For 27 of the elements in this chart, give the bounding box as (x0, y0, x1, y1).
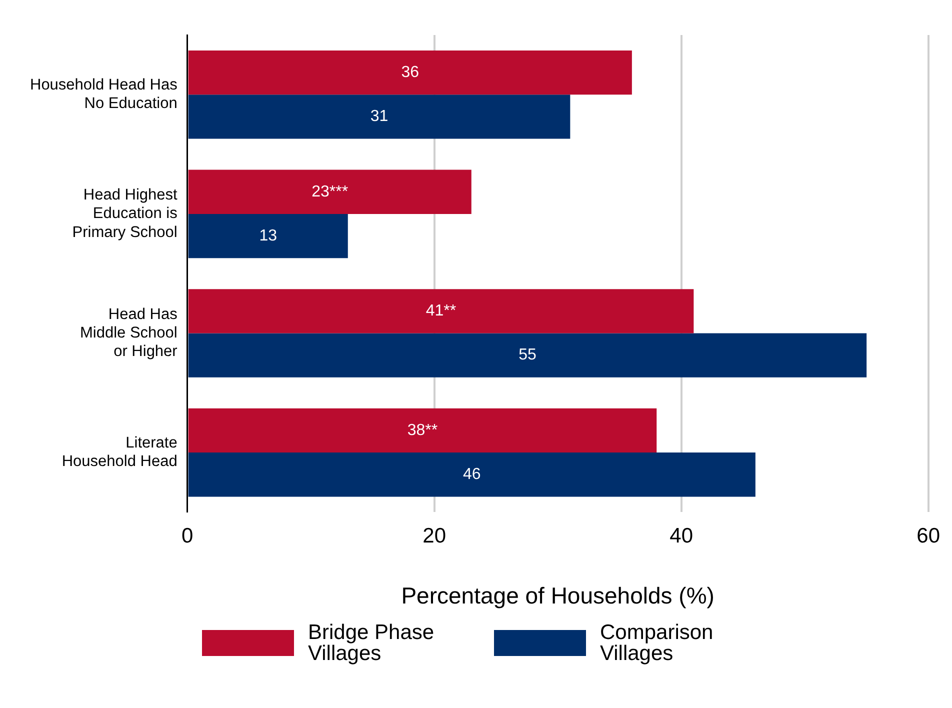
data-label: 55 (518, 346, 536, 364)
bar (188, 452, 756, 497)
bar (188, 50, 632, 95)
x-tick-label: 20 (422, 524, 446, 548)
y-tick-label: Household Head Has No Education (30, 76, 178, 112)
data-label: 46 (462, 466, 481, 484)
y-tick-label: Head Has Middle School or Higher (80, 306, 178, 360)
y-tick-label: Head Highest Education is Primary School (72, 186, 178, 241)
bar (188, 170, 472, 214)
data-label: 36 (401, 64, 420, 81)
x-tick-label: 60 (916, 524, 940, 548)
x-tick-label: 40 (670, 524, 694, 548)
legend-label: Comparison Villages (600, 621, 714, 665)
data-label: 23*** (312, 183, 348, 200)
data-label: 38** (407, 422, 438, 439)
legend-label: Bridge Phase Villages (308, 621, 436, 665)
y-tick-label: Literate Household Head (62, 434, 178, 470)
bar (188, 408, 657, 453)
data-label: 13 (259, 227, 278, 244)
bar (188, 214, 348, 258)
bar (188, 94, 570, 139)
bar (188, 289, 694, 334)
data-label: 41** (426, 302, 456, 320)
x-tick-label: 0 (181, 524, 194, 548)
x-axis-title: Percentage of Households (%) (401, 582, 714, 609)
data-label: 31 (370, 108, 388, 126)
bar (188, 333, 867, 378)
